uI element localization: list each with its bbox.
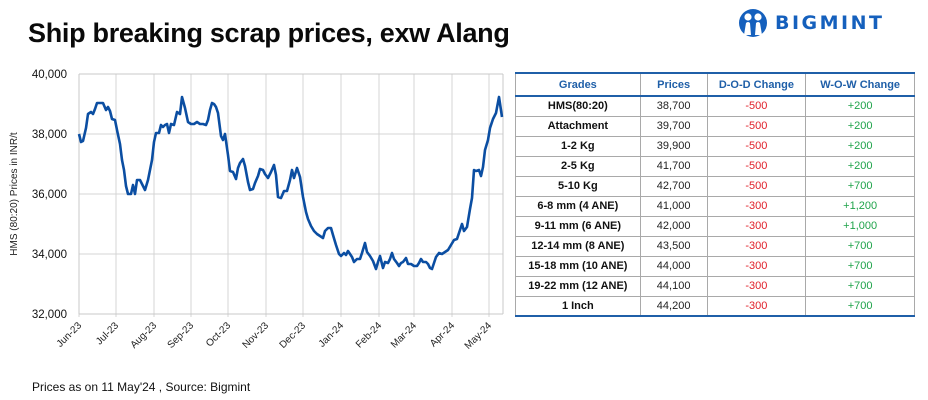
page-title: Ship breaking scrap prices, exw Alang — [28, 18, 510, 48]
table-row: 1 Inch 44,200 -300 +700 — [515, 295, 915, 317]
y-axis-ticks: 32,000 34,000 36,000 38,000 40,000 — [32, 69, 67, 321]
header-grades: Grades — [515, 72, 641, 97]
table-row: 5-10 Kg 42,700 -500 +700 — [515, 175, 915, 197]
dod-change-cell: -300 — [706, 275, 807, 297]
table-row: HMS(80:20) 38,700 -500 +200 — [515, 95, 915, 117]
x-tick-label: Apr-24 — [428, 320, 457, 349]
price-cell: 38,700 — [639, 95, 708, 117]
dod-change-cell: -500 — [706, 135, 807, 157]
y-axis-label: HMS (80:20) Prices in INR/t — [9, 132, 20, 256]
dod-change-cell: -500 — [706, 95, 807, 117]
x-tick-label: Sep-23 — [166, 320, 197, 351]
wow-change-cell: +1,200 — [805, 195, 915, 217]
x-tick-label: Dec-23 — [278, 320, 309, 351]
bigmint-people-icon — [739, 9, 767, 37]
x-tick-label: Oct-23 — [204, 320, 233, 349]
hms-price-line — [77, 95, 504, 271]
grade-cell: 9-11 mm (6 ANE) — [515, 215, 641, 237]
table-row: Attachment 39,700 -500 +200 — [515, 115, 915, 137]
grade-cell: 2-5 Kg — [515, 155, 641, 177]
table-row: 1-2 Kg 39,900 -500 +200 — [515, 135, 915, 157]
price-cell: 44,100 — [639, 275, 708, 297]
wow-change-cell: +700 — [805, 275, 915, 297]
grade-cell: 15-18 mm (10 ANE) — [515, 255, 641, 277]
grade-cell: 1-2 Kg — [515, 135, 641, 157]
grade-cell: 12-14 mm (8 ANE) — [515, 235, 641, 257]
price-cell: 44,000 — [639, 255, 708, 277]
dod-change-cell: -300 — [706, 295, 807, 317]
chart-gridlines — [78, 73, 504, 317]
table-row: 19-22 mm (12 ANE) 44,100 -300 +700 — [515, 275, 915, 297]
price-cell: 39,700 — [639, 115, 708, 137]
table-row: 9-11 mm (6 ANE) 42,000 -300 +1,000 — [515, 215, 915, 237]
table-header-row: Grades Prices D-O-D Change W-O-W Change — [515, 72, 915, 97]
x-axis-ticks: Jun-23 Jul-23 Aug-23 Sep-23 Oct-23 Nov-23 Dec-… — [55, 320, 495, 352]
grade-cell: 6-8 mm (4 ANE) — [515, 195, 641, 217]
x-tick-label: May-24 — [463, 320, 495, 352]
wow-change-cell: +200 — [805, 135, 915, 157]
y-tick-label: 38,000 — [32, 129, 67, 141]
x-tick-label: Jan-24 — [317, 320, 347, 350]
wow-change-cell: +200 — [805, 95, 915, 117]
header-wow-change: W-O-W Change — [805, 72, 915, 97]
grade-cell: Attachment — [515, 115, 641, 137]
x-tick-label: Aug-23 — [129, 320, 160, 351]
price-line-chart: 32,000 34,000 36,000 38,000 40,000 Jun-23 Jul… — [9, 69, 504, 352]
dod-change-cell: -500 — [706, 175, 807, 197]
bigmint-logo: BIGMINT — [738, 8, 885, 38]
y-tick-label: 34,000 — [32, 249, 67, 261]
price-cell: 41,000 — [639, 195, 708, 217]
x-tick-label: Feb-24 — [354, 320, 384, 350]
grades-price-table: Grades Prices D-O-D Change W-O-W Change … — [515, 72, 915, 317]
dod-change-cell: -300 — [706, 235, 807, 257]
table-row: 15-18 mm (10 ANE) 44,000 -300 +700 — [515, 255, 915, 277]
y-tick-label: 32,000 — [32, 309, 67, 321]
header-dod-change: D-O-D Change — [706, 72, 807, 97]
dod-change-cell: -500 — [706, 155, 807, 177]
wow-change-cell: +200 — [805, 155, 915, 177]
y-tick-label: 36,000 — [32, 189, 67, 201]
y-tick-label: 40,000 — [32, 69, 67, 81]
wow-change-cell: +700 — [805, 295, 915, 317]
dod-change-cell: -300 — [706, 255, 807, 277]
wow-change-cell: +700 — [805, 175, 915, 197]
grade-cell: 19-22 mm (12 ANE) — [515, 275, 641, 297]
table-row: 6-8 mm (4 ANE) 41,000 -300 +1,200 — [515, 195, 915, 217]
header-prices: Prices — [639, 72, 708, 97]
x-tick-label: Jun-23 — [55, 320, 85, 350]
table-row: 2-5 Kg 41,700 -500 +200 — [515, 155, 915, 177]
x-tick-label: Jul-23 — [94, 320, 121, 347]
dod-change-cell: -300 — [706, 215, 807, 237]
price-cell: 44,200 — [639, 295, 708, 317]
wow-change-cell: +700 — [805, 235, 915, 257]
price-cell: 42,700 — [639, 175, 708, 197]
wow-change-cell: +200 — [805, 115, 915, 137]
x-tick-label: Mar-24 — [389, 320, 419, 350]
price-cell: 41,700 — [639, 155, 708, 177]
source-note: Prices as on 11 May'24 , Source: Bigmint — [32, 380, 251, 394]
logo-text: BIGMINT — [775, 12, 885, 34]
table-row: 12-14 mm (8 ANE) 43,500 -300 +700 — [515, 235, 915, 257]
grade-cell: 5-10 Kg — [515, 175, 641, 197]
x-tick-label: Nov-23 — [241, 320, 272, 351]
grade-cell: HMS(80:20) — [515, 95, 641, 117]
wow-change-cell: +1,000 — [805, 215, 915, 237]
grade-cell: 1 Inch — [515, 295, 641, 317]
price-cell: 39,900 — [639, 135, 708, 157]
dod-change-cell: -500 — [706, 115, 807, 137]
wow-change-cell: +700 — [805, 255, 915, 277]
price-cell: 43,500 — [639, 235, 708, 257]
price-cell: 42,000 — [639, 215, 708, 237]
dod-change-cell: -300 — [706, 195, 807, 217]
